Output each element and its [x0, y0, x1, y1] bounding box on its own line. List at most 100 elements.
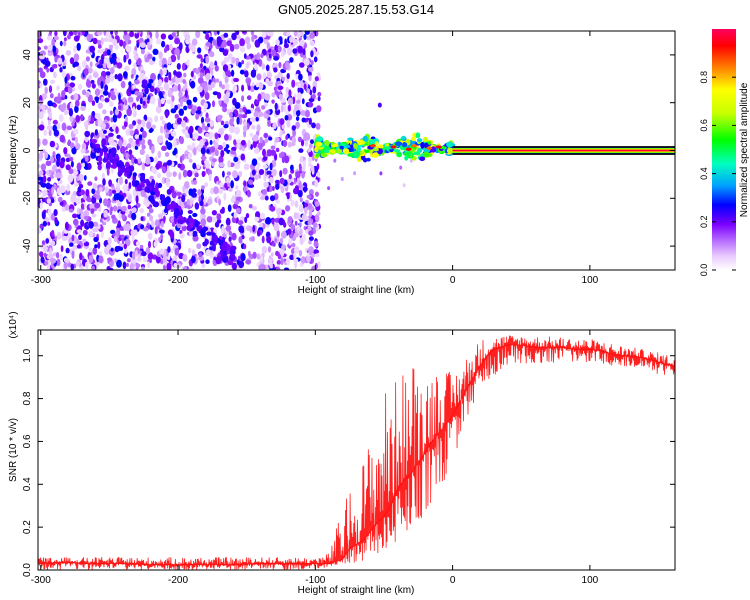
- spectrogram-pixel: [204, 141, 209, 146]
- spectrogram-pixel: [112, 159, 116, 164]
- spectrogram-pixel: [301, 170, 305, 179]
- spectrogram-pixel: [134, 79, 140, 85]
- spectrogram-pixel: [298, 163, 302, 170]
- spectrogram-pixel: [141, 130, 147, 139]
- spectrogram-pixel: [146, 82, 152, 89]
- spectrogram-pixel: [192, 132, 199, 140]
- spectrogram-pixel: [308, 156, 312, 164]
- spectrogram-pixel: [90, 115, 94, 124]
- spectrogram-pixel: [253, 147, 260, 155]
- spectrogram-pixel: [197, 77, 204, 85]
- spectrogram-pixel: [340, 177, 344, 181]
- spectrogram-pixel: [273, 67, 278, 73]
- spectrogram-pixel: [295, 99, 301, 104]
- spectrogram-pixel: [167, 229, 174, 236]
- spectrogram-pixel: [188, 267, 195, 270]
- spectrogram-pixel: [204, 182, 208, 188]
- spectrogram-pixel: [256, 52, 261, 61]
- spectrogram-pixel: [194, 219, 199, 228]
- spectrogram-pixel: [158, 248, 165, 255]
- spectrogram-pixel: [402, 183, 406, 188]
- spectrogram-pixel: [149, 96, 156, 105]
- spectrogram-pixel: [47, 208, 52, 216]
- spectrogram-pixel: [265, 217, 272, 225]
- spectrogram-pixel: [76, 42, 81, 51]
- spectrogram-pixel: [262, 188, 267, 195]
- spectrogram-pixel: [404, 155, 409, 161]
- spectrogram-pixel: [313, 249, 319, 255]
- spectrogram-pixel: [55, 172, 62, 179]
- spectrogram-pixel: [275, 39, 280, 46]
- spectrogram-pixel: [220, 120, 225, 126]
- spectrogram-pixel: [45, 160, 52, 166]
- spectrogram-pixel: [41, 240, 46, 246]
- spectrogram-pixel: [134, 134, 139, 140]
- spectrogram-pixel: [271, 92, 276, 98]
- spectrogram-pixel: [378, 144, 384, 149]
- spectrogram-pixel: [314, 76, 319, 82]
- spectrogram-pixel: [315, 105, 322, 113]
- spectrogram-pixel: [239, 45, 246, 53]
- spectrogram-pixel: [132, 106, 136, 115]
- spectrogram-pixel: [316, 171, 321, 178]
- spectrogram-pixel: [292, 38, 299, 46]
- spectrogram-pixel: [163, 82, 169, 91]
- spectrogram-pixel: [62, 31, 67, 37]
- spectrogram-pixel: [303, 33, 307, 41]
- spectrogram-pixel: [73, 31, 78, 36]
- spectrogram-pixel: [59, 67, 63, 73]
- spectrogram-pixel: [238, 61, 242, 68]
- spectrogram-pixel: [67, 174, 74, 183]
- spectrogram-pixel: [243, 53, 247, 59]
- spectrogram-pixel: [303, 83, 307, 90]
- spectrogram-pixel: [51, 38, 56, 48]
- spectrogram-pixel: [285, 61, 290, 69]
- spectrogram-pixel: [120, 145, 126, 154]
- spectrogram-pixel: [100, 37, 104, 46]
- spectrogram-pixel: [256, 229, 261, 237]
- spectrogram-pixel: [262, 156, 268, 161]
- spectrogram-pixel: [261, 63, 266, 70]
- spectrogram-pixel: [186, 198, 190, 206]
- spectrogram-pixel: [69, 102, 73, 110]
- spectrogram-pixel: [166, 160, 172, 166]
- spectrogram-pixel: [205, 249, 211, 257]
- spectrogram-pixel: [125, 45, 132, 53]
- spectrogram-pixel: [315, 141, 323, 147]
- spectrogram-pixel: [207, 198, 213, 205]
- spectrogram-pixel: [142, 100, 146, 106]
- spectrogram-pixel: [147, 41, 151, 48]
- spectrogram-pixel: [196, 163, 201, 170]
- y-tick-label: 0.4: [22, 477, 33, 491]
- snr-frame: [37, 329, 676, 571]
- spectrogram-pixel: [132, 189, 136, 197]
- spectrogram-pixel: [188, 188, 193, 196]
- spectrogram-pixel: [182, 169, 188, 178]
- spectrogram-pixel: [97, 156, 103, 162]
- spectrogram-pixel: [206, 148, 210, 154]
- spectrogram-pixel: [311, 122, 316, 129]
- spectrogram-pixel: [207, 123, 210, 128]
- spectrogram-pixel: [266, 170, 272, 176]
- spectrogram-pixel: [118, 160, 123, 168]
- spectrogram-pixel: [143, 114, 148, 122]
- spectrogram-pixel: [147, 261, 151, 269]
- spectrogram-pixel: [80, 105, 86, 111]
- spectrogram-pixel: [141, 119, 146, 128]
- spectrogram-pixel: [183, 72, 187, 78]
- spectrogram-pixel: [124, 65, 130, 72]
- spectrogram-pixel: [92, 142, 96, 150]
- spectrogram-pixel: [51, 240, 56, 247]
- spectrogram-pixel: [154, 156, 158, 164]
- spectrogram-pixel: [126, 143, 132, 149]
- spectrogram-pixel: [83, 68, 89, 76]
- spectrogram-pixel: [293, 258, 299, 263]
- spectrogram-pixel: [221, 39, 228, 48]
- spectrogram-pixel: [69, 82, 75, 88]
- spectrogram-pixel: [139, 176, 145, 182]
- spectrogram-pixel: [172, 139, 177, 147]
- spectrogram-pixel: [108, 44, 114, 49]
- spectrogram-pixel: [100, 96, 105, 102]
- spectrogram-pixel: [257, 93, 262, 102]
- spectrogram-pixel: [132, 172, 137, 178]
